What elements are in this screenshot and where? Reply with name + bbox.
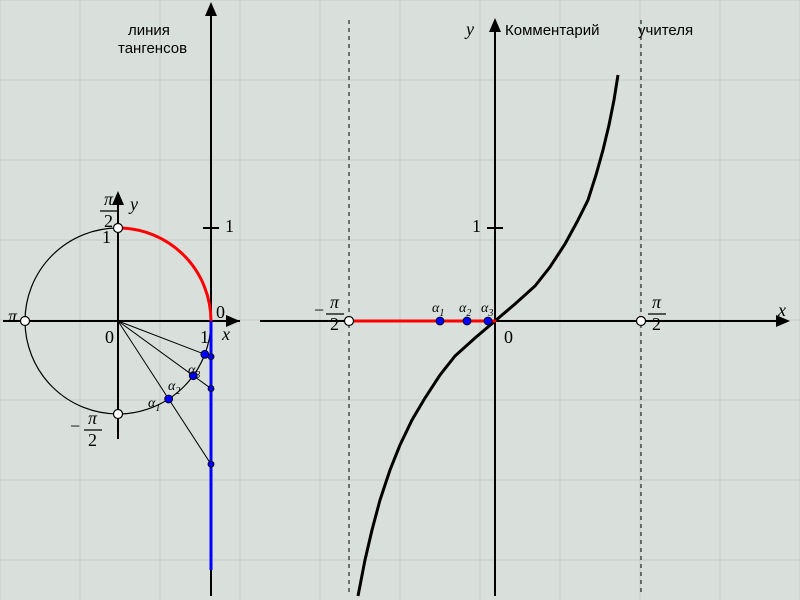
right-alpha-label: α2 <box>459 301 471 319</box>
right-mpi2-num: π <box>330 292 340 312</box>
left-pi: π <box>8 306 18 326</box>
alpha-dot <box>165 395 173 403</box>
left-red-arc <box>118 228 211 321</box>
right-open-right <box>637 317 646 326</box>
left-zero-tan: 0 <box>216 302 225 322</box>
alpha-tangent-dot <box>208 386 214 392</box>
left-mpi2-num: π <box>88 408 98 428</box>
open-point <box>21 317 30 326</box>
right-alpha-label: α1 <box>432 301 444 319</box>
left-mpi2-sign: − <box>70 416 80 436</box>
tan-curve <box>358 75 618 596</box>
left-x-label: x <box>221 324 230 344</box>
right-pi2-num: π <box>652 292 662 312</box>
right-x-label: x <box>777 300 786 320</box>
tangent-diagram: линиятангенсовyx01110ππ2−π2α1α2α3Коммент… <box>0 0 800 600</box>
alpha-ray <box>118 321 211 357</box>
right-mpi2-sign: − <box>314 300 324 320</box>
right-pi2-den: 2 <box>652 314 661 334</box>
left-mpi2-den: 2 <box>88 430 97 450</box>
left-pi2-num: π <box>104 189 114 209</box>
left-tick-one-lbl: 1 <box>225 216 234 236</box>
title-right-1: Комментарий <box>505 22 599 39</box>
right-y-label: y <box>464 19 474 39</box>
open-point <box>114 224 123 233</box>
left-pi2-den: 2 <box>104 211 113 231</box>
open-point <box>114 410 123 419</box>
left-one-x: 1 <box>200 327 209 347</box>
title-right-2: учителя <box>638 22 693 39</box>
alpha-ray <box>118 321 211 464</box>
title-left-1: линия <box>128 22 170 39</box>
right-mpi2-den: 2 <box>330 314 339 334</box>
left-zero: 0 <box>105 327 114 347</box>
right-zero: 0 <box>504 327 513 347</box>
alpha-dot <box>201 350 209 358</box>
alpha-label: α1 <box>148 396 160 414</box>
title-left-2: тангенсов <box>118 40 187 57</box>
alpha-tangent-dot <box>208 461 214 467</box>
alpha-label: α2 <box>168 379 180 397</box>
right-alpha-label: α3 <box>481 301 493 319</box>
right-one: 1 <box>472 216 481 236</box>
alpha-tangent-dot <box>208 354 214 360</box>
left-y-label: y <box>128 194 138 214</box>
right-open-left <box>345 317 354 326</box>
